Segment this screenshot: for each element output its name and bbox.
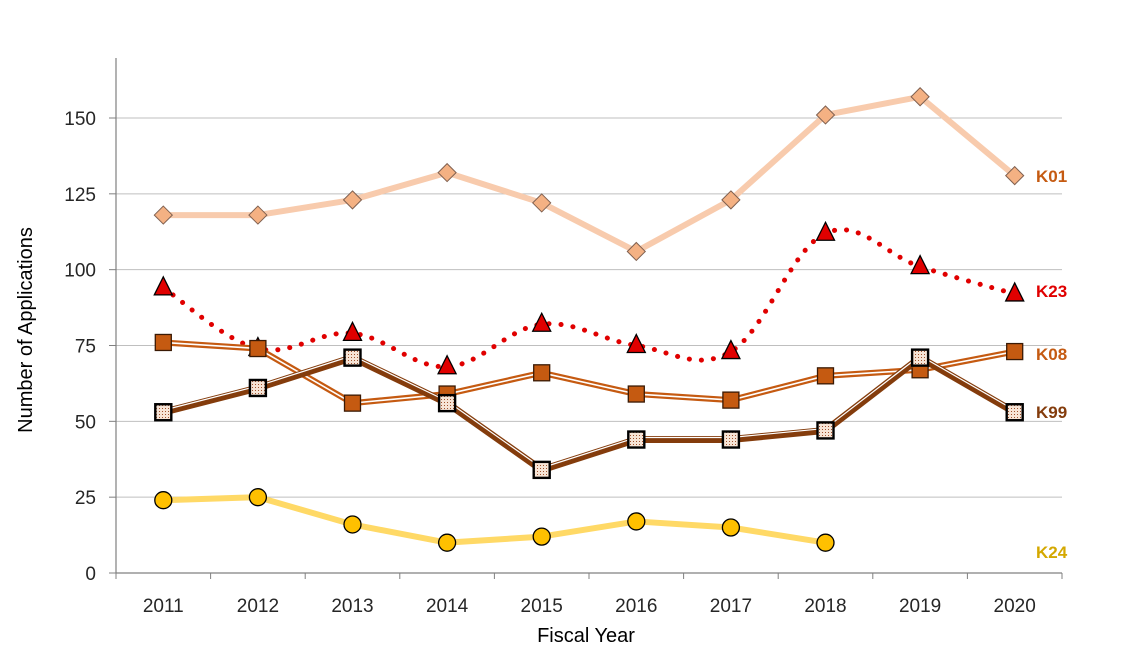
series-label-k23: K23: [1036, 282, 1067, 301]
marker-k01-2013: [342, 190, 363, 210]
x-tick-label: 2018: [804, 596, 846, 617]
series-line-k23: [160, 227, 1018, 370]
marker-k24-2012: [248, 488, 268, 507]
series-label-k01: K01: [1036, 167, 1067, 186]
marker-k01-2018: [815, 105, 836, 125]
series-label-k08: K08: [1036, 345, 1067, 364]
x-tick-label: 2014: [426, 596, 469, 617]
y-tick-label: 0: [85, 564, 96, 585]
marker-k99-2019: [910, 348, 930, 367]
marker-k99-2015: [532, 460, 551, 480]
marker-k01-2016: [626, 241, 647, 262]
series-label-k24: K24: [1036, 543, 1068, 562]
x-tick-label: 2017: [710, 596, 752, 617]
marker-k08-2016: [627, 385, 645, 403]
marker-k24-2015: [532, 527, 551, 546]
y-axis-title: Number of Applications: [15, 227, 37, 433]
marker-k23-2018: [815, 220, 836, 241]
axes: 0 25 50 75 100 125 150 2011 2012 2013 2014 2015 2016…: [64, 58, 1063, 617]
y-tick-label: 125: [64, 185, 96, 206]
marker-k99-2012: [248, 378, 268, 398]
x-tick-label: 2013: [331, 596, 373, 617]
series-line-k99: [162, 354, 1017, 474]
series-line-k08: [163, 339, 1016, 407]
y-tick-label: 150: [64, 109, 96, 130]
gridlines: [116, 117, 1062, 498]
marker-k08-2012: [249, 339, 267, 358]
y-tick-label: 75: [75, 337, 96, 358]
series-label-k99: K99: [1036, 403, 1067, 422]
marker-k99-2018: [816, 421, 835, 440]
marker-k01-2012: [248, 205, 268, 225]
marker-k24-2013: [343, 515, 362, 534]
x-tick-label: 2020: [994, 596, 1036, 617]
x-tick-label: 2012: [237, 596, 279, 617]
series-k23: [153, 220, 1025, 375]
x-tick-label: 2011: [143, 596, 184, 617]
marker-k08-2013: [343, 394, 362, 412]
series-k24: [154, 488, 835, 552]
marker-k24-2018: [816, 533, 835, 552]
marker-k23-2011: [153, 275, 174, 296]
marker-k24-2014: [437, 533, 457, 552]
y-tick-label: 50: [75, 412, 96, 433]
y-tick-label: 25: [75, 488, 96, 509]
marker-k08-2015: [533, 364, 551, 382]
marker-k99-2013: [343, 348, 362, 367]
marker-k99-2014: [437, 393, 457, 413]
marker-k01-2011: [153, 205, 174, 225]
x-tick-label: 2015: [521, 596, 563, 617]
marker-k01-2017: [721, 190, 741, 210]
series-k99: [154, 348, 1024, 480]
marker-k23-2019: [910, 254, 931, 275]
y-tick-label: 100: [64, 261, 96, 282]
x-axis-title: Fiscal Year: [537, 625, 635, 647]
marker-k01-2019: [910, 87, 930, 107]
marker-k99-2020: [1005, 403, 1024, 422]
series-k01: [153, 87, 1025, 262]
marker-k24-2016: [627, 512, 646, 531]
x-tick-label: 2016: [615, 596, 657, 617]
marker-k24-2011: [154, 491, 173, 510]
marker-k08-2011: [154, 333, 172, 352]
marker-k23-2014: [437, 354, 458, 375]
marker-k99-2011: [154, 403, 173, 422]
marker-k23-2016: [626, 333, 647, 354]
marker-k23-2015: [531, 311, 552, 332]
marker-k08-2018: [816, 367, 835, 385]
marker-k01-2014: [437, 162, 457, 183]
x-tick-label: 2019: [899, 596, 941, 617]
series-group: [153, 87, 1025, 552]
series-line-k24: [160, 494, 829, 546]
marker-k08-2017: [722, 391, 740, 409]
marker-k08-2020: [1006, 342, 1024, 361]
marker-k23-2013: [342, 320, 363, 342]
marker-k99-2017: [721, 430, 741, 449]
marker-k01-2015: [531, 193, 552, 213]
series-line-k01: [160, 93, 1018, 255]
marker-k99-2016: [627, 430, 646, 449]
marker-k23-2020: [1004, 281, 1025, 302]
series-line-k99-inner: [163, 355, 1015, 469]
marker-k24-2017: [721, 518, 741, 537]
series-labels: K01 K23 K08 K99 K24: [1036, 167, 1068, 562]
marker-k23-2017: [720, 339, 741, 360]
marker-k01-2020: [1004, 165, 1025, 186]
